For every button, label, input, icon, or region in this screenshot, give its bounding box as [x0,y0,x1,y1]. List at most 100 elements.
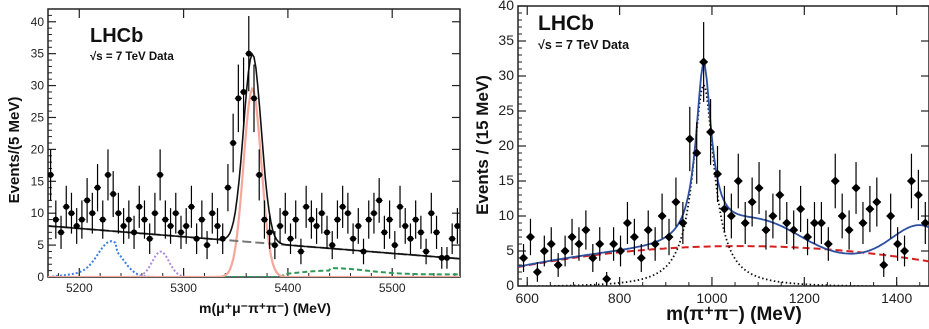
resonance-component-curve [518,83,929,286]
data-point [844,225,854,235]
data-point [546,239,556,249]
data-point [136,203,143,210]
data-point [172,210,179,217]
data-point [73,222,80,229]
y-tick-label: 15 [31,174,45,188]
total-fit-curve [518,62,929,268]
data-point [63,203,70,210]
data-point [433,229,440,236]
data-point [657,211,667,221]
data-point [879,260,889,270]
data-point [84,197,91,204]
data-point [525,232,535,242]
y-tick-label: 20 [31,142,45,156]
data-point [539,246,549,256]
data-point [48,171,54,178]
data-point [629,232,639,242]
data-points [519,22,929,286]
data-point [308,216,315,223]
data-point [837,211,847,221]
data-point [602,274,612,284]
data-point [245,50,252,57]
data-point [872,197,882,207]
data-point [650,239,660,249]
data-point [344,210,351,217]
data-point [277,222,284,229]
data-point [313,222,320,229]
y-tick-label: 30 [31,79,45,93]
left-y-axis-label: Events/(5 MeV) [6,97,23,204]
data-point [209,210,216,217]
data-point [115,210,122,217]
data-point [407,235,414,242]
y-tick-label: 0 [506,277,514,293]
data-point [417,229,424,236]
data-point [391,242,398,249]
x-tick-label: 1200 [789,290,820,306]
data-point [865,204,875,214]
data-point [365,216,372,223]
data-point [830,176,840,186]
data-point [219,235,226,242]
data-point [188,203,195,210]
data-point [282,210,289,217]
data-point [99,216,106,223]
data-point [224,184,231,191]
data-point [851,183,861,193]
data-point [167,222,174,229]
data-point [193,235,200,242]
data-point [141,216,148,223]
data-point [423,248,430,255]
data-point [177,229,184,236]
y-tick-label: 10 [31,206,45,220]
data-point [438,254,445,261]
data-point [622,218,632,228]
x-tick-label: 5500 [379,281,406,295]
data-point [230,140,237,146]
data-point [567,232,577,242]
y-tick-label: 5 [506,242,514,258]
data-point [775,190,785,200]
data-point [664,232,674,242]
data-point [636,253,646,263]
data-point [94,184,101,191]
x-tick-label: 1000 [696,290,727,306]
data-point [198,216,205,223]
data-point [706,127,716,137]
data-point [125,216,132,223]
data-point [532,267,542,277]
data-point [52,216,59,223]
data-point [266,229,273,236]
data-point [287,235,294,242]
data-point [376,197,383,204]
data-point [809,218,819,228]
y-tick-label: 20 [498,137,514,153]
x-tick-label: 600 [516,290,540,306]
data-point [204,242,211,249]
data-point [699,57,709,67]
data-point [906,176,916,186]
data-point [240,88,247,95]
data-point [768,211,778,221]
y-tick-label: 35 [31,47,45,61]
data-point [89,210,96,217]
y-tick-label: 35 [498,32,514,48]
y-tick-label: 30 [498,67,514,83]
y-tick-label: 0 [37,270,44,284]
data-point [920,218,929,228]
data-point [297,248,304,255]
data-point [671,197,681,207]
plot-frame [47,8,461,278]
left-mass-plot: 0 5 10 15 20 25 30 35 40 5200 5300 5400 5500 [31,8,461,295]
data-point [131,229,138,236]
y-tick-label: 40 [498,0,514,13]
y-tick-label: 25 [498,102,514,118]
data-point [643,225,653,235]
data-point [68,210,75,217]
data-point [685,134,695,144]
data-point [454,222,460,229]
data-point [553,260,563,270]
right-mass-plot: 0 5 10 15 20 25 30 35 40 600 800 1000 1200 1400 [498,0,929,306]
data-point [803,232,813,242]
y-tick-label: 15 [498,172,514,188]
